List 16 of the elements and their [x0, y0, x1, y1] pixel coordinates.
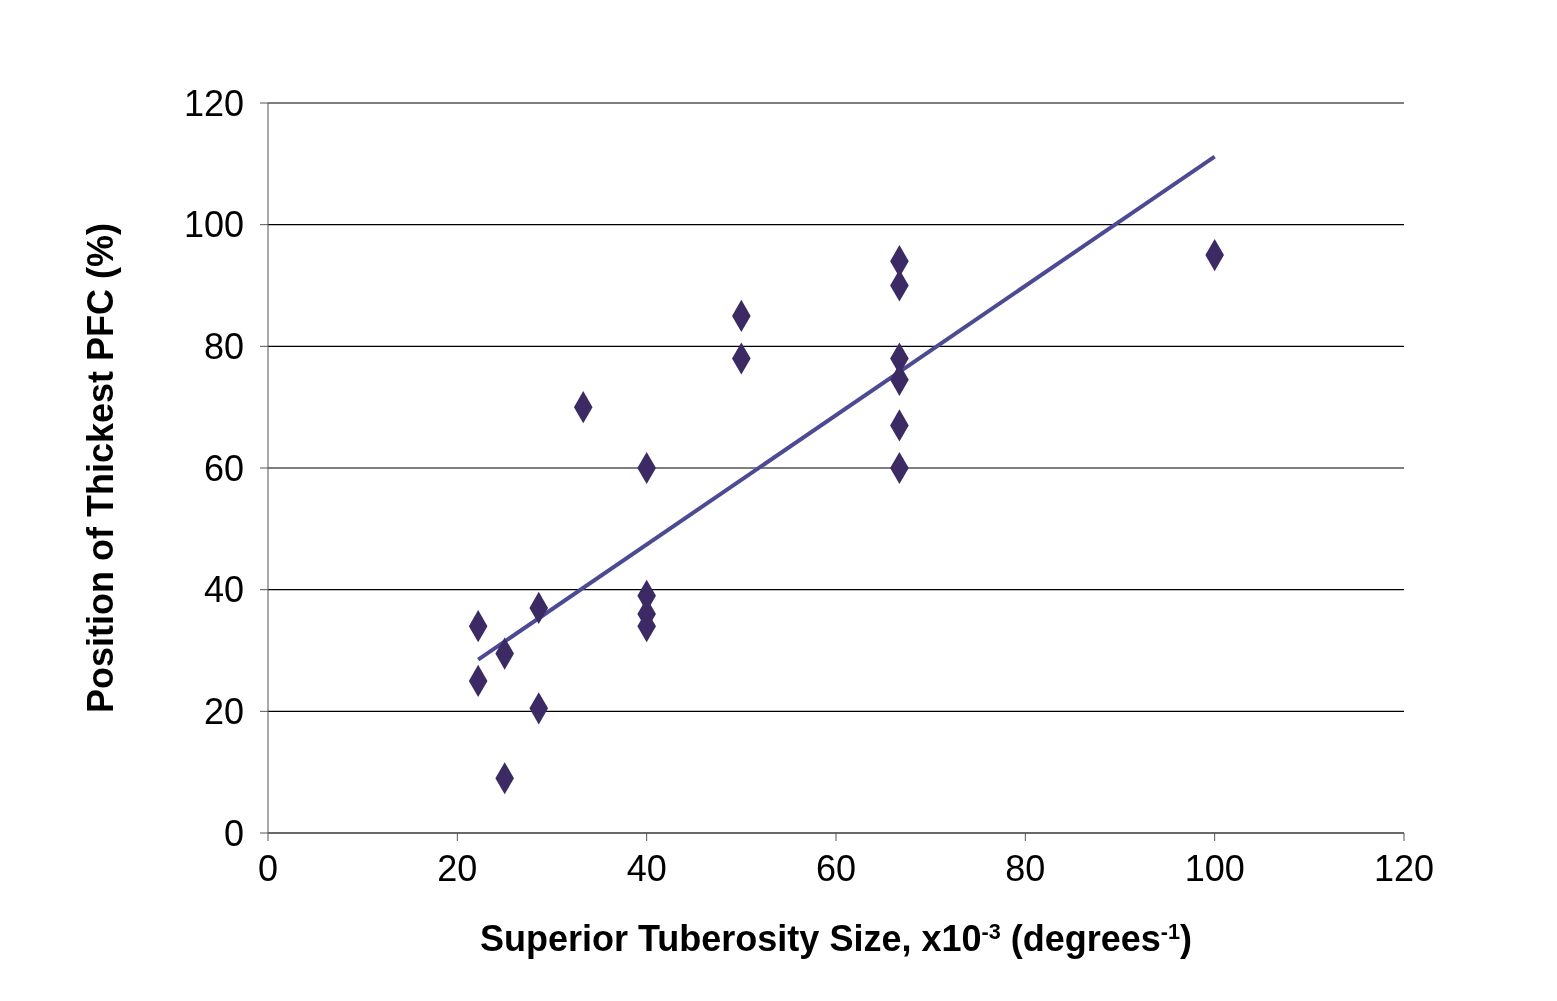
y-tick-label: 100: [183, 204, 244, 246]
y-tick-label: 0: [223, 812, 244, 854]
x-tick-label: 120: [1373, 847, 1435, 889]
x-tick-label: 60: [815, 847, 857, 889]
y-tick-label: 40: [203, 569, 244, 611]
y-tick-label: 80: [203, 326, 244, 368]
x-tick-label: 80: [1005, 847, 1046, 889]
x-tick-label: 100: [1184, 847, 1245, 889]
x-tick-label: 40: [626, 847, 667, 889]
y-axis-title: Position of Thickest PFC (%): [80, 222, 121, 714]
y-tick-label: 20: [203, 691, 244, 733]
x-tick-label: 0: [257, 847, 279, 889]
x-tick-label: 20: [437, 847, 478, 889]
x-axis-title: Superior Tuberosity Size, x10$^{-3}$ (degrees$^{-1}$): [480, 918, 1192, 959]
y-tick-label: 120: [183, 82, 244, 124]
y-tick-label: 60: [203, 447, 244, 489]
